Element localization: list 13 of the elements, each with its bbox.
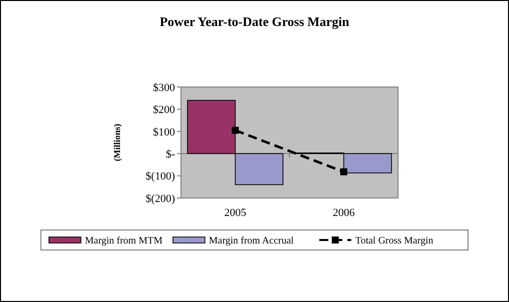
chart-title: Power Year-to-Date Gross Margin (160, 14, 350, 29)
y-tick-label: $200 (153, 104, 176, 116)
y-axis-title: (Millions) (112, 124, 122, 162)
x-tick-label: 2005 (224, 207, 247, 219)
legend-label: Margin from MTM (84, 236, 163, 246)
y-tick-label: $- (166, 148, 176, 160)
y-tick-label: $(200) (146, 192, 176, 205)
y-tick-label: $(100) (146, 170, 176, 183)
x-tick-label: 2006 (332, 207, 356, 219)
y-tick-label: $300 (153, 82, 176, 94)
legend-label: Total Gross Margin (355, 236, 434, 246)
y-tick-label: $100 (153, 126, 176, 138)
legend-label: Margin from Accrual (208, 236, 294, 246)
